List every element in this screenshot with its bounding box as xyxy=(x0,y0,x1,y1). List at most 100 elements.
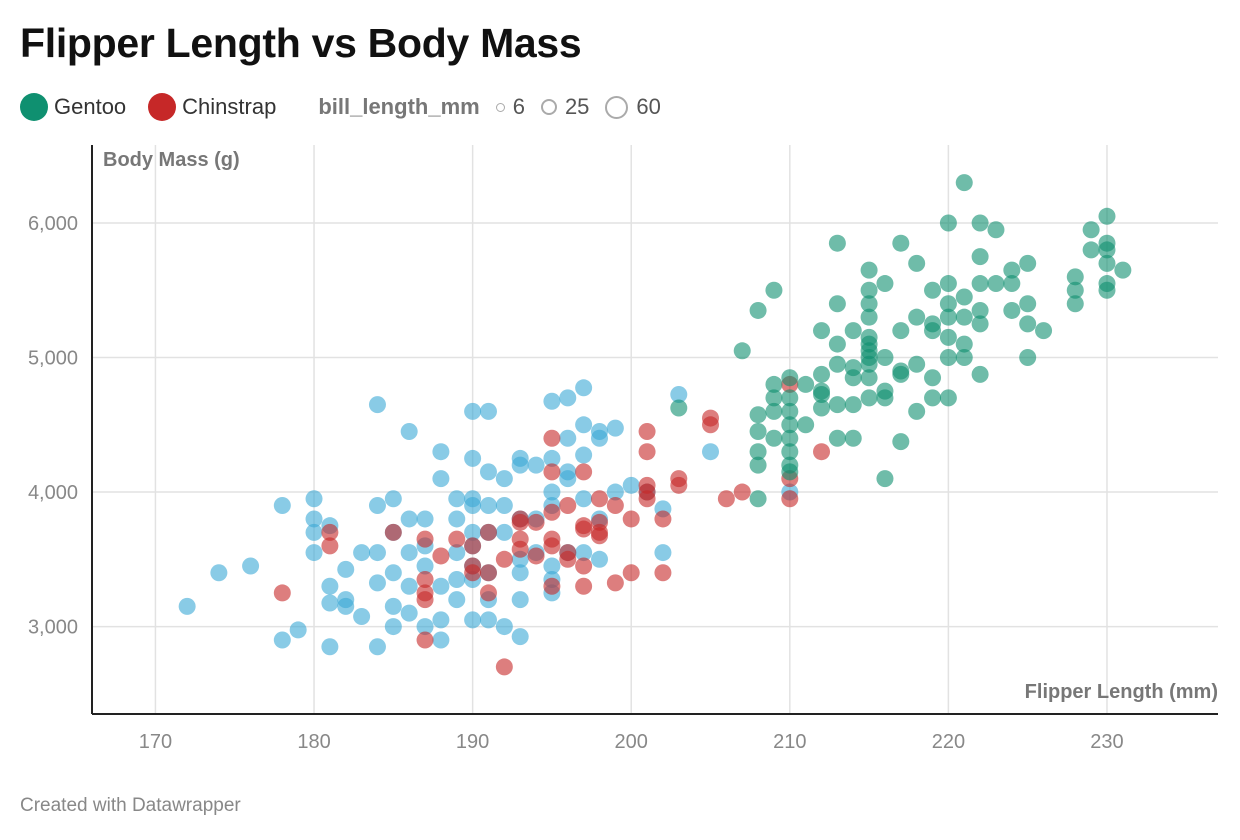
data-point xyxy=(368,497,386,515)
data-point xyxy=(781,443,799,461)
data-point xyxy=(860,369,878,387)
data-point xyxy=(702,443,720,461)
data-point xyxy=(1019,295,1037,313)
data-point xyxy=(781,490,799,508)
data-point xyxy=(575,577,593,595)
size-legend-item-large: 60 xyxy=(605,94,661,120)
data-point xyxy=(321,594,339,612)
data-point xyxy=(1082,241,1100,259)
data-point xyxy=(543,463,561,481)
data-point xyxy=(1098,254,1116,272)
data-point xyxy=(939,389,957,407)
data-point xyxy=(908,308,926,326)
data-point xyxy=(575,416,593,434)
data-point xyxy=(1114,261,1132,279)
data-point xyxy=(654,564,672,582)
data-point xyxy=(479,584,497,602)
data-point xyxy=(575,463,593,481)
x-axis-label: Flipper Length (mm) xyxy=(1025,681,1218,703)
data-point xyxy=(797,416,815,434)
data-point xyxy=(575,446,593,464)
data-point xyxy=(543,392,561,410)
data-point xyxy=(670,476,688,494)
data-point xyxy=(781,416,799,434)
legend-item-chinstrap: Chinstrap xyxy=(148,93,276,121)
data-point xyxy=(844,396,862,414)
data-point xyxy=(416,570,434,588)
data-point xyxy=(559,497,577,515)
data-point xyxy=(432,470,450,488)
data-point xyxy=(464,523,482,541)
data-point xyxy=(305,544,323,562)
data-point xyxy=(908,402,926,420)
size-legend-title: bill_length_mm xyxy=(318,94,480,119)
data-point xyxy=(448,591,466,609)
data-point xyxy=(289,621,307,639)
data-point xyxy=(416,530,434,548)
data-point xyxy=(876,275,894,293)
size-circle-large-icon xyxy=(605,95,629,119)
data-point xyxy=(575,490,593,508)
data-point xyxy=(448,530,466,548)
data-point xyxy=(305,510,323,528)
data-point xyxy=(749,456,767,474)
data-point xyxy=(939,214,957,232)
data-point xyxy=(622,564,640,582)
size-circle-small-icon xyxy=(495,102,505,112)
data-point xyxy=(781,429,799,447)
data-point xyxy=(813,386,831,404)
data-point xyxy=(432,611,450,629)
data-point xyxy=(606,483,624,501)
data-point xyxy=(844,322,862,340)
data-point xyxy=(971,275,989,293)
data-point xyxy=(971,248,989,266)
data-point xyxy=(495,497,513,515)
data-point xyxy=(368,396,386,414)
data-point xyxy=(860,295,878,313)
x-tick-label: 200 xyxy=(615,731,648,753)
data-point xyxy=(511,540,529,558)
data-point xyxy=(448,570,466,588)
size-legend-label-medium: 25 xyxy=(564,94,590,119)
data-point xyxy=(924,389,942,407)
data-point xyxy=(860,281,878,299)
data-point xyxy=(813,443,831,461)
data-point xyxy=(273,497,291,515)
size-circle-medium-icon xyxy=(540,99,557,115)
data-point xyxy=(860,389,878,407)
data-point xyxy=(464,564,482,582)
data-point xyxy=(448,510,466,528)
data-point xyxy=(813,399,831,417)
x-tick-label: 190 xyxy=(456,731,489,753)
data-point xyxy=(559,389,577,407)
data-point xyxy=(448,544,466,562)
data-points xyxy=(178,174,1132,676)
data-point xyxy=(844,429,862,447)
data-point xyxy=(590,527,608,545)
data-point xyxy=(1035,322,1053,340)
data-point xyxy=(305,523,323,541)
data-point xyxy=(1098,207,1116,225)
data-point xyxy=(384,597,402,615)
data-point xyxy=(876,389,894,407)
legend-swatch-chinstrap xyxy=(148,93,177,121)
data-point xyxy=(511,513,529,531)
data-point xyxy=(860,261,878,279)
data-point xyxy=(432,577,450,595)
data-point xyxy=(717,490,735,508)
data-point xyxy=(575,520,593,538)
data-point xyxy=(908,254,926,272)
data-point xyxy=(955,288,973,306)
data-point xyxy=(337,597,355,615)
data-point xyxy=(749,490,767,508)
data-point xyxy=(828,396,846,414)
size-legend-label-small: 6 xyxy=(512,94,525,119)
data-point xyxy=(828,234,846,252)
data-point xyxy=(575,379,593,397)
size-legend-label-large: 60 xyxy=(636,94,661,119)
footer-credit: Created with Datawrapper xyxy=(20,795,241,816)
data-point xyxy=(1019,254,1037,272)
data-point xyxy=(273,584,291,602)
data-point xyxy=(924,322,942,340)
data-point xyxy=(178,597,196,615)
